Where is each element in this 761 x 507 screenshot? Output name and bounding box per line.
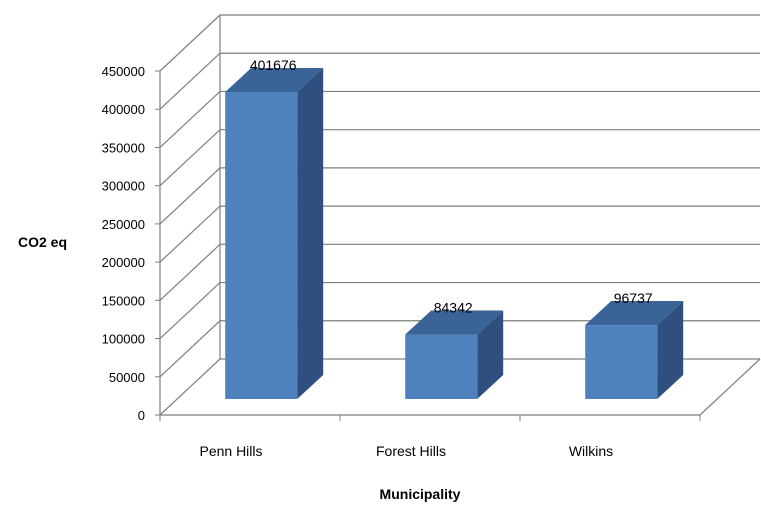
bar xyxy=(405,310,504,399)
bar xyxy=(585,301,684,399)
y-tick-label: 450000 xyxy=(102,64,145,79)
bar-side xyxy=(657,301,684,399)
bar-top xyxy=(585,301,684,326)
y-tick-labels: 0 50000 100000 150000 200000 250000 300000 3500… xyxy=(102,64,145,423)
bar-front xyxy=(585,325,658,399)
floor-edge xyxy=(699,358,761,416)
category-label: Penn Hills xyxy=(199,443,262,459)
y-tick-label: 0 xyxy=(138,408,145,423)
category-label: Forest Hills xyxy=(376,443,446,459)
bar-top xyxy=(405,310,504,335)
y-tick-label: 400000 xyxy=(102,102,145,117)
bar-top xyxy=(225,67,324,92)
bar-front xyxy=(405,334,478,399)
axes xyxy=(155,15,761,421)
bar-side xyxy=(297,67,324,400)
data-labels: 401676 84342 96737 xyxy=(250,57,653,316)
y-tick-label: 200000 xyxy=(102,255,145,270)
y-tick-label: 300000 xyxy=(102,179,145,194)
y-tick-label: 350000 xyxy=(102,140,145,155)
data-label: 401676 xyxy=(250,57,297,73)
y-axis-title: CO2 eq xyxy=(18,234,67,250)
x-axis-title: Municipality xyxy=(380,486,461,502)
category-label: Wilkins xyxy=(569,443,613,459)
data-label: 96737 xyxy=(614,290,653,306)
bars xyxy=(225,67,684,400)
bar-front xyxy=(225,91,298,399)
bar xyxy=(225,67,324,400)
y-tick-label: 50000 xyxy=(109,370,145,385)
y-tick-label: 100000 xyxy=(102,332,145,347)
category-labels: Penn Hills Forest Hills Wilkins xyxy=(199,443,613,459)
y-tick-label: 250000 xyxy=(102,217,145,232)
bar-side xyxy=(477,310,504,399)
data-label: 84342 xyxy=(434,300,473,316)
y-tick-label: 150000 xyxy=(102,293,145,308)
